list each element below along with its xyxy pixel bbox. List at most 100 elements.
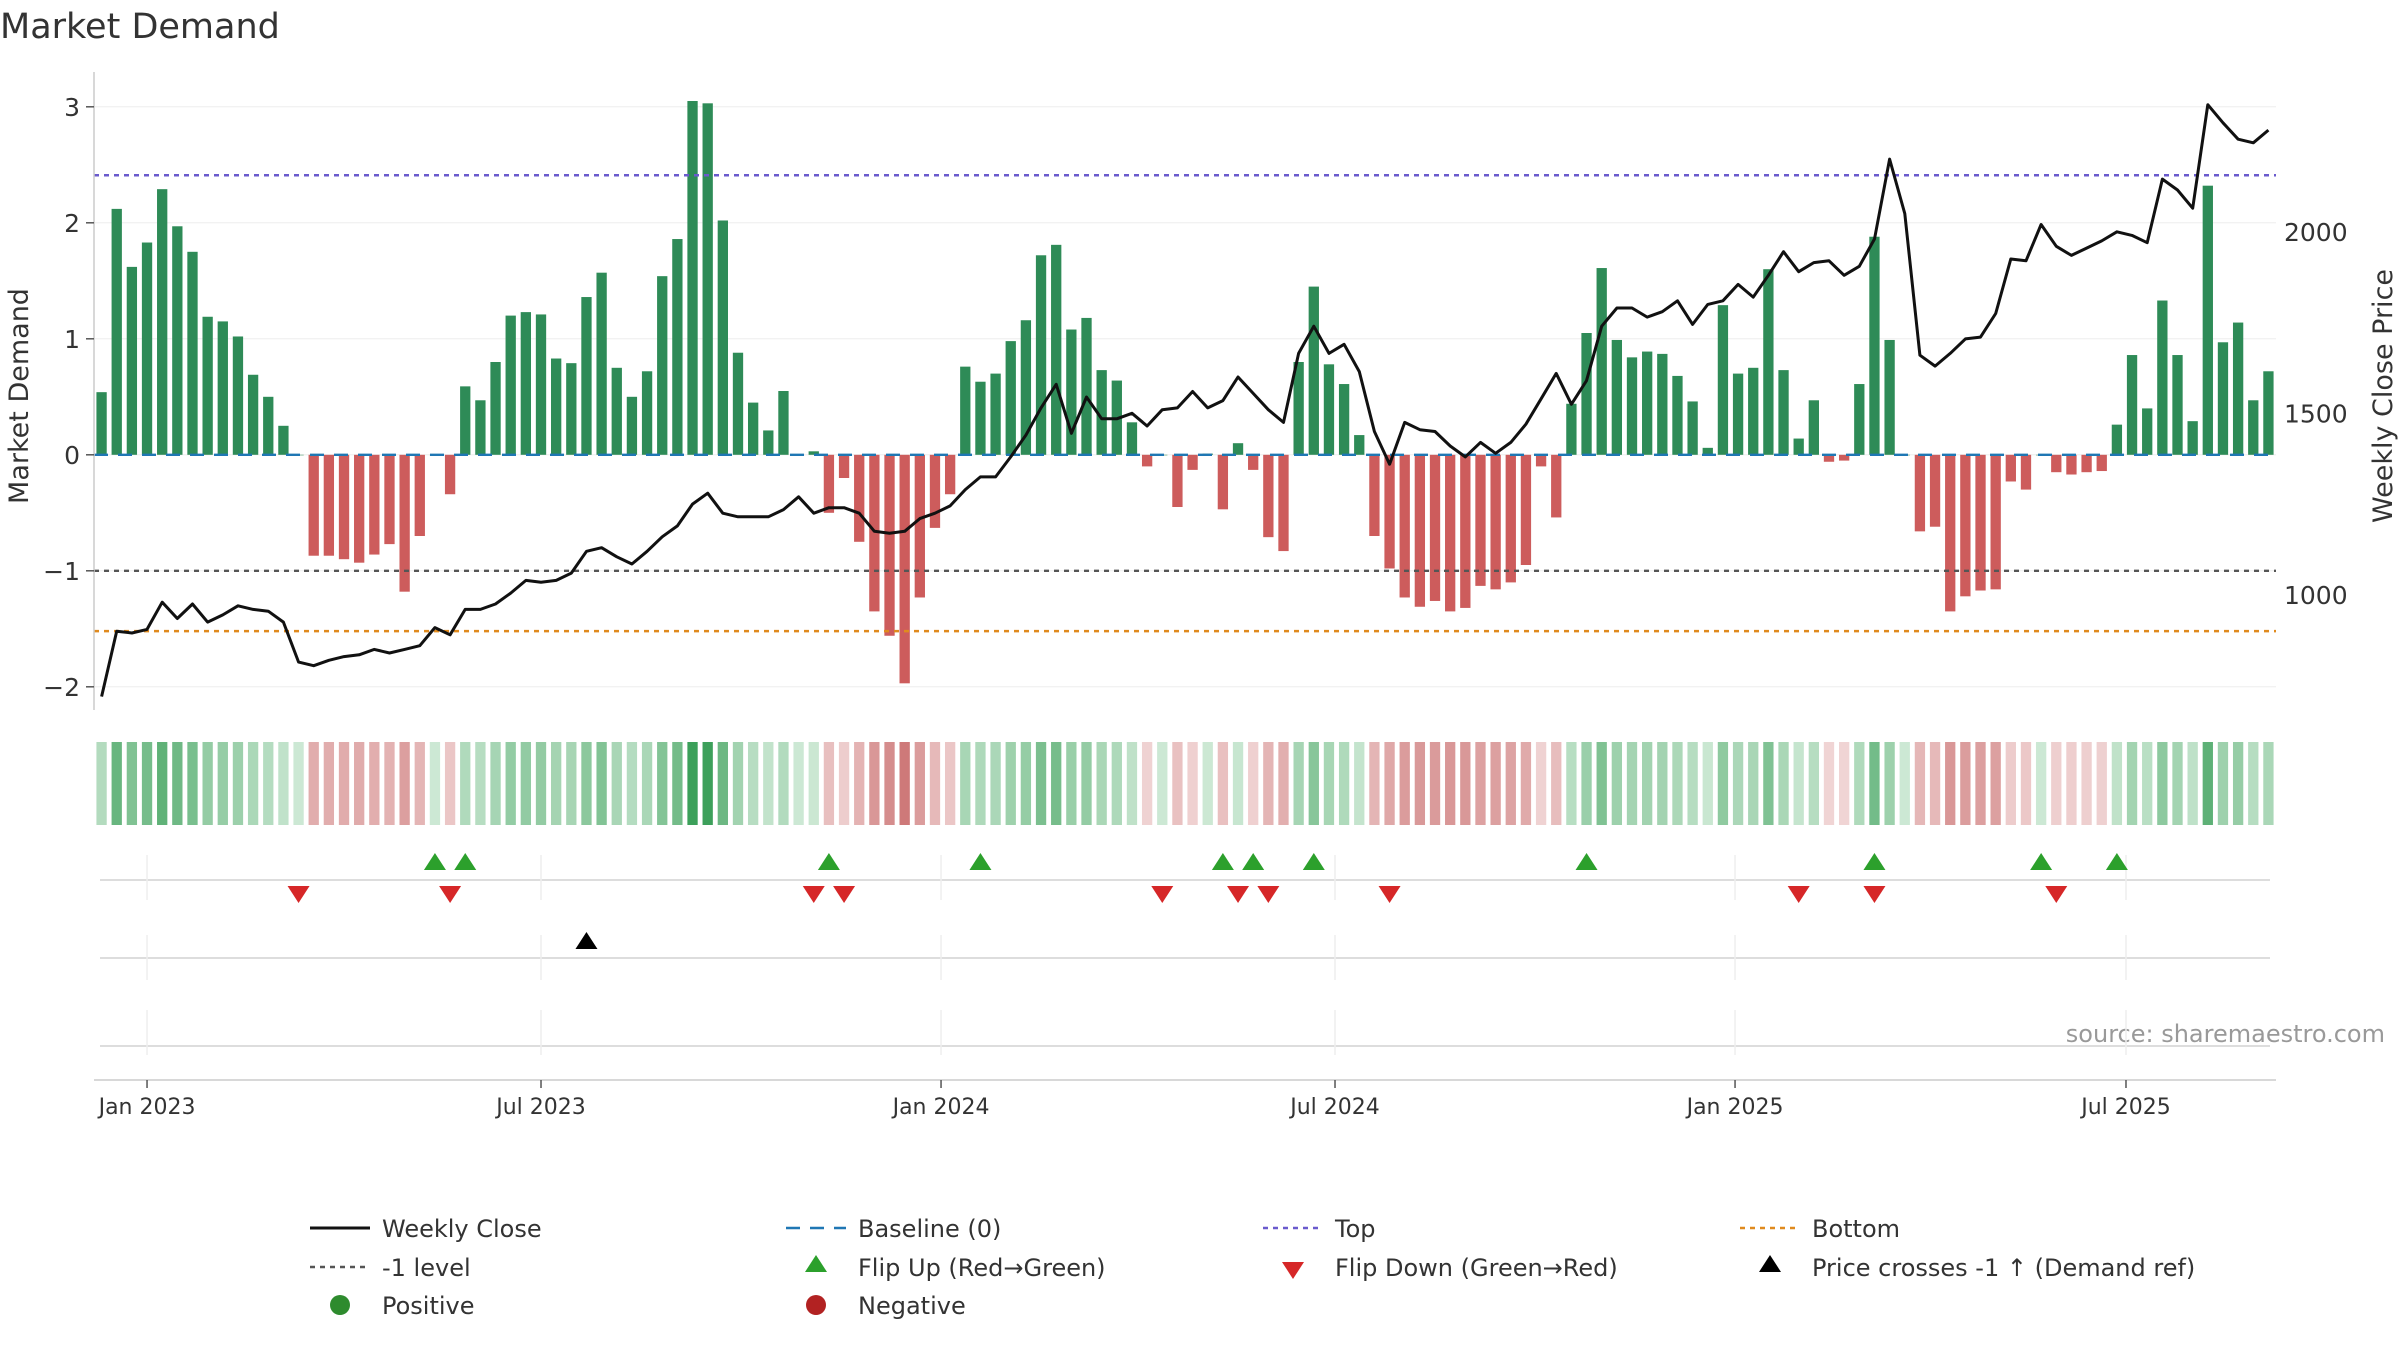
demand-bar-negative bbox=[1429, 454, 1441, 601]
heat-cell bbox=[1611, 742, 1623, 825]
heat-cell bbox=[1429, 742, 1441, 825]
heat-cell bbox=[1854, 742, 1865, 825]
demand-bar-positive bbox=[1051, 244, 1062, 455]
source-label: source: sharemaestro.com bbox=[2066, 1020, 2385, 1048]
flip-up-marker bbox=[1242, 853, 1265, 870]
heat-cell bbox=[732, 742, 744, 825]
demand-bar-positive bbox=[1081, 317, 1092, 455]
demand-bar-negative bbox=[414, 454, 425, 536]
demand-bar-positive bbox=[505, 315, 516, 455]
flip-up-marker bbox=[2105, 853, 2128, 870]
demand-bar-positive bbox=[672, 239, 683, 455]
heat-cell bbox=[960, 742, 971, 825]
demand-bar-negative bbox=[1399, 454, 1410, 598]
heat-cell bbox=[581, 742, 592, 825]
heat-cell bbox=[1187, 742, 1198, 825]
x-axis: Jan 2023 Jul 2023 Jan 2024 Jul 2024 Jan 2025… bbox=[94, 1079, 2276, 1120]
demand-bar-negative bbox=[1960, 454, 1971, 597]
demand-bar-negative bbox=[1172, 454, 1183, 507]
legend-swatch-positive bbox=[330, 1295, 350, 1315]
x-tick-label: Jul 2023 bbox=[494, 1095, 586, 1120]
demand-bar-positive bbox=[2263, 371, 2274, 455]
heat-cell bbox=[1748, 742, 1759, 825]
y-tick-label: −1 bbox=[43, 557, 80, 586]
legend-item-price: Weekly Close bbox=[310, 1215, 542, 1243]
legend-label: Negative bbox=[858, 1292, 966, 1320]
heat-cell bbox=[687, 742, 698, 825]
demand-bar-negative bbox=[1975, 454, 1986, 591]
heat-cell bbox=[1232, 742, 1244, 825]
flip-up-marker bbox=[817, 853, 840, 870]
flip-up-marker bbox=[2030, 853, 2053, 870]
legend-label: Flip Up (Red→Green) bbox=[858, 1254, 1106, 1282]
y-tick-label: 0 bbox=[64, 441, 80, 470]
heat-cell bbox=[1626, 742, 1638, 825]
heat-cell bbox=[702, 742, 713, 825]
heat-cell bbox=[1445, 742, 1456, 825]
heat-cell bbox=[1869, 742, 1880, 825]
y2-tick-label: 1000 bbox=[2284, 581, 2348, 610]
demand-bar-positive bbox=[1611, 339, 1623, 455]
heat-cell bbox=[308, 742, 319, 825]
flip-down-marker bbox=[802, 886, 825, 903]
demand-bar-negative bbox=[1535, 454, 1547, 467]
demand-bar-negative bbox=[1217, 454, 1229, 510]
heat-cell bbox=[1384, 742, 1395, 825]
heat-cell bbox=[641, 742, 653, 825]
demand-bar-positive bbox=[2232, 322, 2244, 455]
heat-cell bbox=[778, 742, 789, 825]
heat-cell bbox=[1793, 742, 1804, 825]
heat-cell bbox=[505, 742, 516, 825]
heat-cell bbox=[944, 742, 956, 825]
demand-bar-negative bbox=[1384, 454, 1395, 569]
demand-bar-positive bbox=[732, 352, 744, 455]
heat-cell bbox=[323, 742, 335, 825]
heat-cell bbox=[2081, 742, 2092, 825]
demand-bar-negative bbox=[1187, 454, 1198, 470]
legend-item-positive: Positive bbox=[330, 1292, 475, 1320]
flip-up-marker bbox=[1211, 853, 1234, 870]
heat-cell bbox=[278, 742, 289, 825]
legend-item-flip_up: Flip Up (Red→Green) bbox=[805, 1254, 1106, 1282]
y-tick-label: 1 bbox=[64, 325, 80, 354]
demand-bar-positive bbox=[1293, 362, 1304, 455]
legend-label: Bottom bbox=[1812, 1215, 1900, 1243]
heat-cell bbox=[657, 742, 668, 825]
heat-cell bbox=[1596, 742, 1607, 825]
heat-cell bbox=[126, 742, 138, 825]
heat-cell bbox=[2157, 742, 2168, 825]
heat-cell bbox=[293, 742, 304, 825]
demand-bar-positive bbox=[172, 226, 183, 455]
heat-cell bbox=[217, 742, 228, 825]
demand-bar-positive bbox=[278, 425, 289, 455]
demand-bar-positive bbox=[581, 297, 592, 455]
y2-axis-label: Weekly Close Price bbox=[2368, 269, 2399, 523]
heat-cell bbox=[1702, 742, 1713, 825]
demand-bar-positive bbox=[1338, 384, 1350, 455]
legend-item-top: Top bbox=[1263, 1215, 1376, 1243]
heat-cell bbox=[1975, 742, 1986, 825]
heat-cell bbox=[626, 742, 638, 825]
demand-bar-positive bbox=[1581, 333, 1592, 455]
demand-bar-positive bbox=[1884, 339, 1895, 455]
heat-cell bbox=[1717, 742, 1729, 825]
legend-item-negative: Negative bbox=[806, 1292, 966, 1320]
heat-cell bbox=[2187, 742, 2198, 825]
legend-label: -1 level bbox=[382, 1254, 471, 1282]
flip-down-marker bbox=[1378, 886, 1401, 903]
x-tick-label: Jan 2024 bbox=[891, 1095, 990, 1120]
demand-bar-positive bbox=[626, 396, 638, 455]
heat-cell bbox=[672, 742, 683, 825]
flip-down-marker bbox=[2045, 886, 2068, 903]
demand-bar-positive bbox=[2142, 408, 2153, 455]
legend-label: Top bbox=[1334, 1215, 1376, 1243]
demand-bar-negative bbox=[899, 454, 910, 684]
demand-bar-negative bbox=[854, 454, 865, 542]
heat-cell bbox=[2035, 742, 2047, 825]
demand-bar-positive bbox=[1096, 370, 1107, 455]
heat-cell bbox=[2020, 742, 2032, 825]
demand-bar-positive bbox=[126, 266, 138, 455]
heat-cell bbox=[187, 742, 198, 825]
demand-bar-positive bbox=[2248, 400, 2259, 455]
demand-bar-negative bbox=[1369, 454, 1380, 536]
